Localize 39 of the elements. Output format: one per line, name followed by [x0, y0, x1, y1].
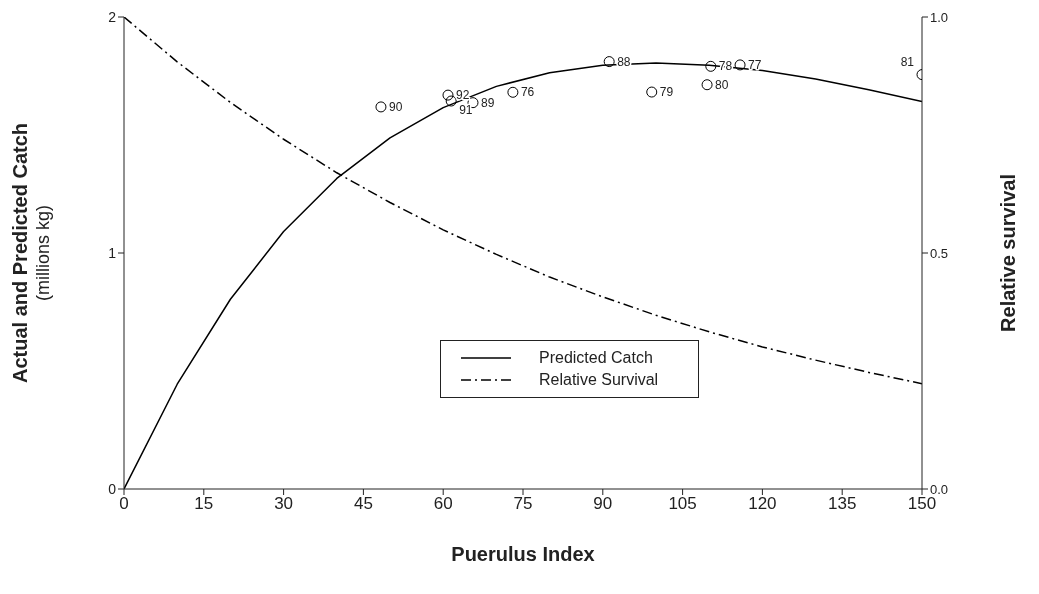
annotation: 80: [715, 77, 729, 92]
point: [375, 101, 387, 113]
point: [445, 95, 457, 107]
annotation: 81: [900, 54, 915, 69]
annotation: 90: [388, 99, 403, 114]
point: [442, 89, 454, 101]
y2-axis-title: Relative survival: [997, 174, 1019, 332]
x-tick-label: 75: [513, 494, 533, 514]
x-tick-label: 105: [668, 494, 697, 514]
point: [603, 56, 615, 68]
y2-tick-label: 0.0: [930, 481, 949, 497]
point: [507, 86, 519, 98]
y2-tick-label: 0.5: [930, 245, 949, 261]
x-tick-label: 15: [194, 494, 214, 514]
x-tick-label: 120: [748, 494, 777, 514]
annotation: 92: [455, 88, 470, 103]
y-tick-label: 2: [108, 8, 117, 25]
x-tick-label: 90: [593, 494, 613, 514]
x-tick-label: 135: [828, 494, 857, 514]
annotation: 79: [659, 85, 674, 100]
y-axis-title: Actual and Predicted Catch (millions kg): [9, 122, 53, 384]
legend-label: Relative Survival: [539, 370, 659, 390]
point: [701, 79, 713, 91]
annotation: 76: [520, 85, 535, 100]
point: [734, 59, 746, 71]
annotation: 77: [748, 57, 762, 72]
y2-tick-label: 1.0: [930, 9, 949, 25]
point: [705, 60, 717, 72]
x-tick-label: 150: [907, 494, 937, 514]
point: [646, 86, 658, 98]
annotation: 89: [480, 95, 495, 110]
x-tick-label: 60: [433, 494, 453, 514]
x-tick-label: 45: [353, 494, 373, 514]
legend-label: Predicted Catch: [539, 348, 653, 368]
annotation: 91: [459, 103, 473, 118]
x-axis-title: Puerulus Index: [451, 543, 595, 565]
y-tick-label: 0: [108, 480, 117, 497]
x-tick-label: 30: [274, 494, 294, 514]
y-tick-label: 1: [108, 244, 117, 261]
